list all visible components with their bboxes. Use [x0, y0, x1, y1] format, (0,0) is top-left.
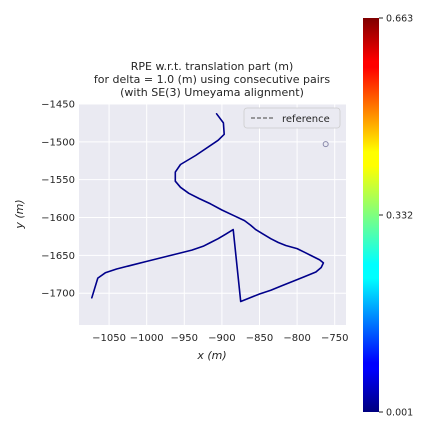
y-tick-label: −1650: [41, 251, 75, 262]
chart-title-line-1: RPE w.r.t. translation part (m): [131, 60, 294, 73]
y-tick-label: −1500: [41, 137, 75, 148]
y-tick-label: −1550: [41, 175, 75, 186]
x-tick-label: −750: [321, 333, 348, 344]
chart-title: RPE w.r.t. translation part (m) for delt…: [94, 60, 330, 99]
trajectory-line: [91, 113, 325, 303]
chart-title-line-3: (with SE(3) Umeyama alignment): [120, 86, 304, 99]
legend-reference-label: reference: [282, 114, 330, 125]
x-tick-label: −1000: [130, 333, 164, 344]
y-axis-label: y (m): [13, 199, 26, 229]
y-tick-label: −1600: [41, 213, 75, 224]
gridlines: [79, 103, 346, 325]
y-tick-label: −1450: [41, 100, 75, 111]
colorbar-tick-label: 0.001: [386, 408, 413, 419]
x-tick-label: −1050: [92, 333, 126, 344]
x-axis-label: x (m): [196, 349, 226, 362]
colorbar-gradient: [363, 18, 379, 412]
x-tick-label: −800: [283, 333, 310, 344]
x-tick-label: −900: [208, 333, 235, 344]
x-axis-ticks: −1050 −1000 −950 −900 −850 −800 −750: [92, 333, 348, 344]
trajectory-series: [91, 113, 329, 303]
colorbar-ticks: 0.001 0.332 0.663: [379, 14, 413, 419]
colorbar-tick-label: 0.663: [386, 14, 413, 25]
colorbar-tick-label: 0.332: [386, 211, 413, 222]
legend: reference: [243, 107, 341, 129]
legend-box: [243, 107, 341, 129]
plot-area: [79, 104, 346, 325]
start-marker: [322, 141, 329, 148]
x-tick-label: −850: [246, 333, 273, 344]
colorbar: 0.001 0.332 0.663: [363, 14, 413, 419]
chart-title-line-2: for delta = 1.0 (m) using consecutive pa…: [94, 73, 330, 86]
x-tick-label: −950: [171, 333, 198, 344]
y-tick-label: −1700: [41, 289, 75, 300]
y-axis-ticks: −1450 −1500 −1550 −1600 −1650 −1700: [41, 100, 75, 300]
